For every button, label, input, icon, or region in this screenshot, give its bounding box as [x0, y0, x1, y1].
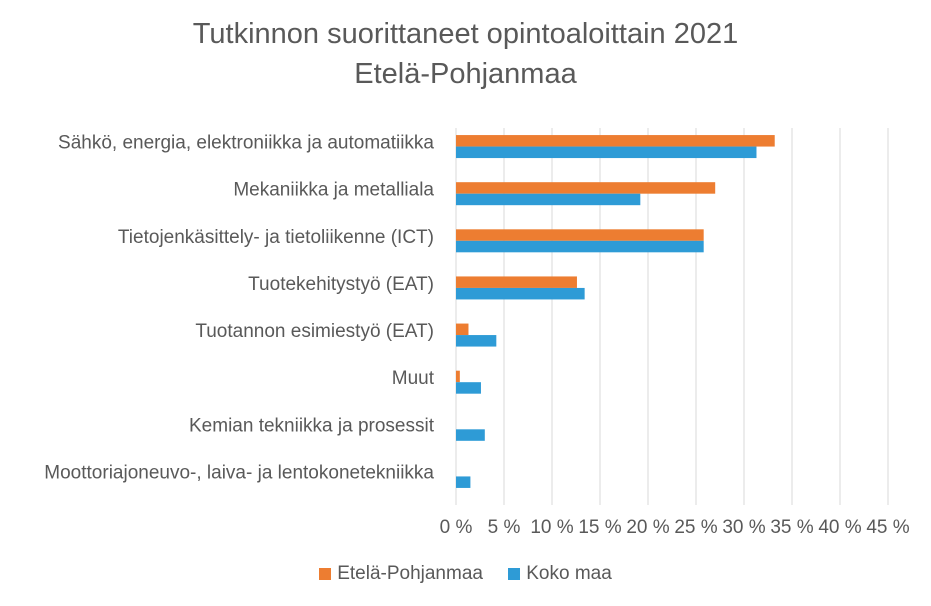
x-tick-label: 25 % [674, 517, 717, 538]
bar-koko-maa [456, 193, 641, 206]
bar-etela-pohjanmaa [456, 229, 704, 241]
x-tick-label: 40 % [818, 517, 861, 538]
x-tick-label: 0 % [440, 517, 473, 538]
chart-title-line: Tutkinnon suorittaneet opintoaloittain 2… [192, 18, 739, 50]
legend-item-etela-pohjanmaa: Etelä-Pohjanmaa [319, 563, 483, 585]
bar-etela-pohjanmaa [456, 370, 460, 383]
bar-koko-maa [456, 335, 497, 347]
bar-etela-pohjanmaa [456, 135, 775, 147]
category-label: Tuotekehitystyö (EAT) [248, 274, 434, 295]
category-label: Sähkö, energia, elektroniikka ja automat… [58, 133, 434, 154]
x-tick-label: 30 % [722, 517, 765, 538]
category-label: Kemian tekniikka ja prosessit [189, 415, 435, 436]
bar-koko-maa [456, 382, 481, 394]
x-tick-label: 15 % [578, 517, 621, 538]
bar-etela-pohjanmaa [456, 276, 577, 288]
bar-etela-pohjanmaa [456, 323, 469, 336]
chart-legend: Etelä-Pohjanmaa Koko maa [0, 563, 931, 586]
category-label: Moottoriajoneuvo-, laiva- ja lentokonete… [44, 462, 434, 483]
bar-koko-maa [456, 476, 471, 488]
bar-koko-maa [456, 240, 704, 253]
bar-koko-maa [456, 429, 485, 441]
category-label: Muut [392, 368, 435, 389]
legend-item-koko-maa: Koko maa [508, 563, 612, 585]
legend-label-koko-maa: Koko maa [526, 563, 612, 584]
legend-swatch-koko-maa [508, 568, 521, 580]
legend-swatch-etela-pohjanmaa [319, 568, 332, 580]
x-tick-label: 20 % [626, 517, 669, 538]
category-label: Mekaniikka ja metalliala [233, 180, 434, 201]
legend-label-etela-pohjanmaa: Etelä-Pohjanmaa [337, 563, 483, 584]
x-tick-label: 45 % [866, 517, 909, 538]
bar-etela-pohjanmaa [456, 182, 716, 194]
x-tick-label: 5 % [488, 517, 521, 538]
category-label: Tuotannon esimiestyö (EAT) [195, 321, 434, 342]
x-tick-label: 10 % [530, 517, 573, 538]
x-tick-label: 35 % [770, 517, 813, 538]
bar-koko-maa [456, 287, 585, 300]
category-label: Tietojenkäsittely- ja tietoliikenne (ICT… [118, 227, 434, 248]
chart-subtitle: Etelä-Pohjanmaa [354, 58, 577, 90]
bar-koko-maa [456, 146, 757, 159]
chart-title: Tutkinnon suorittaneet opintoaloittain 2… [0, 14, 931, 94]
